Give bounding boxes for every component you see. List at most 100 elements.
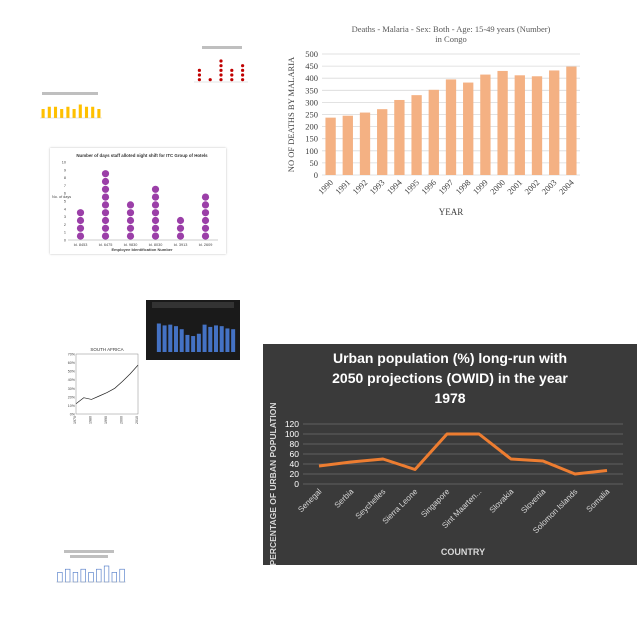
data-dot xyxy=(101,232,110,240)
y-tick-label: 40% xyxy=(68,378,76,382)
bar xyxy=(394,99,405,175)
urban-population-line-chart: Urban population (%) long-run with 2050 p… xyxy=(268,350,623,566)
data-dot xyxy=(219,64,223,68)
y-tick-label: 250 xyxy=(305,110,318,120)
data-dot xyxy=(151,201,160,209)
y-tick-label: 70% xyxy=(68,353,76,357)
dark-blue-bar-chart xyxy=(152,302,236,352)
data-dot xyxy=(101,216,110,225)
y-tick-label: 400 xyxy=(305,73,318,83)
bar xyxy=(514,75,525,175)
data-dot xyxy=(176,224,185,232)
data-dot xyxy=(219,78,223,82)
dark-blue-bar-thumbnail xyxy=(146,300,240,360)
y-tick-label: 0 xyxy=(64,239,66,243)
x-tick-label: 1996 xyxy=(419,177,438,196)
x-tick-label: 1990 xyxy=(316,177,335,196)
data-dot xyxy=(76,232,85,240)
y-axis-label: No. of days xyxy=(52,195,71,199)
bar xyxy=(179,329,184,352)
yellow-bar-chart xyxy=(40,92,102,119)
x-tick-label: Id. 8453 xyxy=(74,243,88,247)
data-dot xyxy=(201,216,210,225)
bar xyxy=(359,112,371,175)
title-placeholder-bar xyxy=(202,46,242,49)
x-tick-label: 2000 xyxy=(488,177,507,196)
x-tick-label: Slovakia xyxy=(488,487,516,515)
bar xyxy=(47,106,51,118)
data-dot xyxy=(101,177,110,186)
data-dot xyxy=(230,78,234,82)
bar xyxy=(111,572,117,583)
y-tick-label: 7 xyxy=(64,184,66,188)
data-dot xyxy=(76,224,85,232)
bar xyxy=(531,76,543,175)
chart-title: Number of days staff alloted night shift… xyxy=(76,153,208,158)
south-africa-chart-panel: SOUTH AFRICA 0% 10% 20% 30% 40% 50% 60% 70% 1970 1… xyxy=(62,344,144,428)
data-dot xyxy=(126,224,135,232)
x-tick-label: Id. 3913 xyxy=(174,243,188,247)
bar xyxy=(497,70,508,175)
x-tick-label: 1990 xyxy=(104,416,108,424)
bar xyxy=(566,66,577,175)
y-tick-label: 6 xyxy=(64,192,66,196)
data-dot xyxy=(201,209,210,217)
bar xyxy=(84,106,89,118)
x-tick-label: 1998 xyxy=(454,177,473,196)
y-tick-label: 100 xyxy=(285,429,299,439)
y-tick-label: 150 xyxy=(305,134,318,144)
data-dot xyxy=(151,232,160,240)
y-tick-label: 60 xyxy=(290,449,300,459)
y-tick-label: 60% xyxy=(68,361,76,365)
x-tick-label: 1980 xyxy=(89,416,93,424)
x-tick-label: 1993 xyxy=(368,177,387,196)
bar xyxy=(196,333,201,352)
x-tick-label: Singapore xyxy=(419,487,452,520)
bar xyxy=(53,106,58,118)
y-tick-label: 350 xyxy=(305,85,318,95)
data-dot xyxy=(151,193,160,201)
y-tick-label: 5 xyxy=(64,200,66,204)
y-tick-label: 30% xyxy=(68,387,76,391)
data-dot xyxy=(151,209,160,217)
data-dot xyxy=(151,224,160,232)
y-tick-label: 80 xyxy=(290,439,300,449)
data-dot xyxy=(197,68,201,72)
bar xyxy=(41,109,45,118)
bar xyxy=(174,326,178,352)
bar xyxy=(66,106,70,118)
chart-title: Urban population (%) long-run with 2050 p… xyxy=(332,350,568,406)
data-dot xyxy=(151,185,160,193)
chart-title: Deaths - Malaria - Sex: Both - Age: 15-4… xyxy=(352,24,551,44)
x-axis-label: COUNTRY xyxy=(441,547,485,557)
bar xyxy=(78,104,82,118)
data-dot xyxy=(176,232,185,240)
y-tick-label: 40 xyxy=(290,459,300,469)
data-dot xyxy=(126,216,135,225)
y-tick-label: 20% xyxy=(68,395,76,399)
data-dot xyxy=(201,201,210,209)
red-dot-thumbnail xyxy=(188,44,250,92)
y-tick-label: 3 xyxy=(64,215,66,219)
chart-title: SOUTH AFRICA xyxy=(90,347,123,352)
bar xyxy=(72,109,76,118)
bar xyxy=(119,568,125,583)
data-dot xyxy=(101,209,110,217)
data-dot xyxy=(101,224,110,232)
data-dot xyxy=(201,224,210,232)
malaria-chart-panel: Deaths - Malaria - Sex: Both - Age: 15-4… xyxy=(280,16,590,236)
x-tick-label: 2003 xyxy=(540,177,559,196)
data-dot xyxy=(151,216,160,225)
data-dot xyxy=(219,68,223,72)
y-tick-label: 200 xyxy=(305,122,318,132)
y-tick-label: 450 xyxy=(305,61,318,71)
bar xyxy=(72,572,79,583)
data-dot xyxy=(230,73,234,77)
bar xyxy=(88,572,94,583)
y-tick-label: 9 xyxy=(64,168,66,172)
y-tick-label: 4 xyxy=(64,207,66,211)
bar xyxy=(65,568,71,583)
x-tick-label: Id. 9830 xyxy=(124,243,138,247)
data-dot xyxy=(241,64,245,68)
malaria-bar-chart: Deaths - Malaria - Sex: Both - Age: 15-4… xyxy=(286,24,580,217)
